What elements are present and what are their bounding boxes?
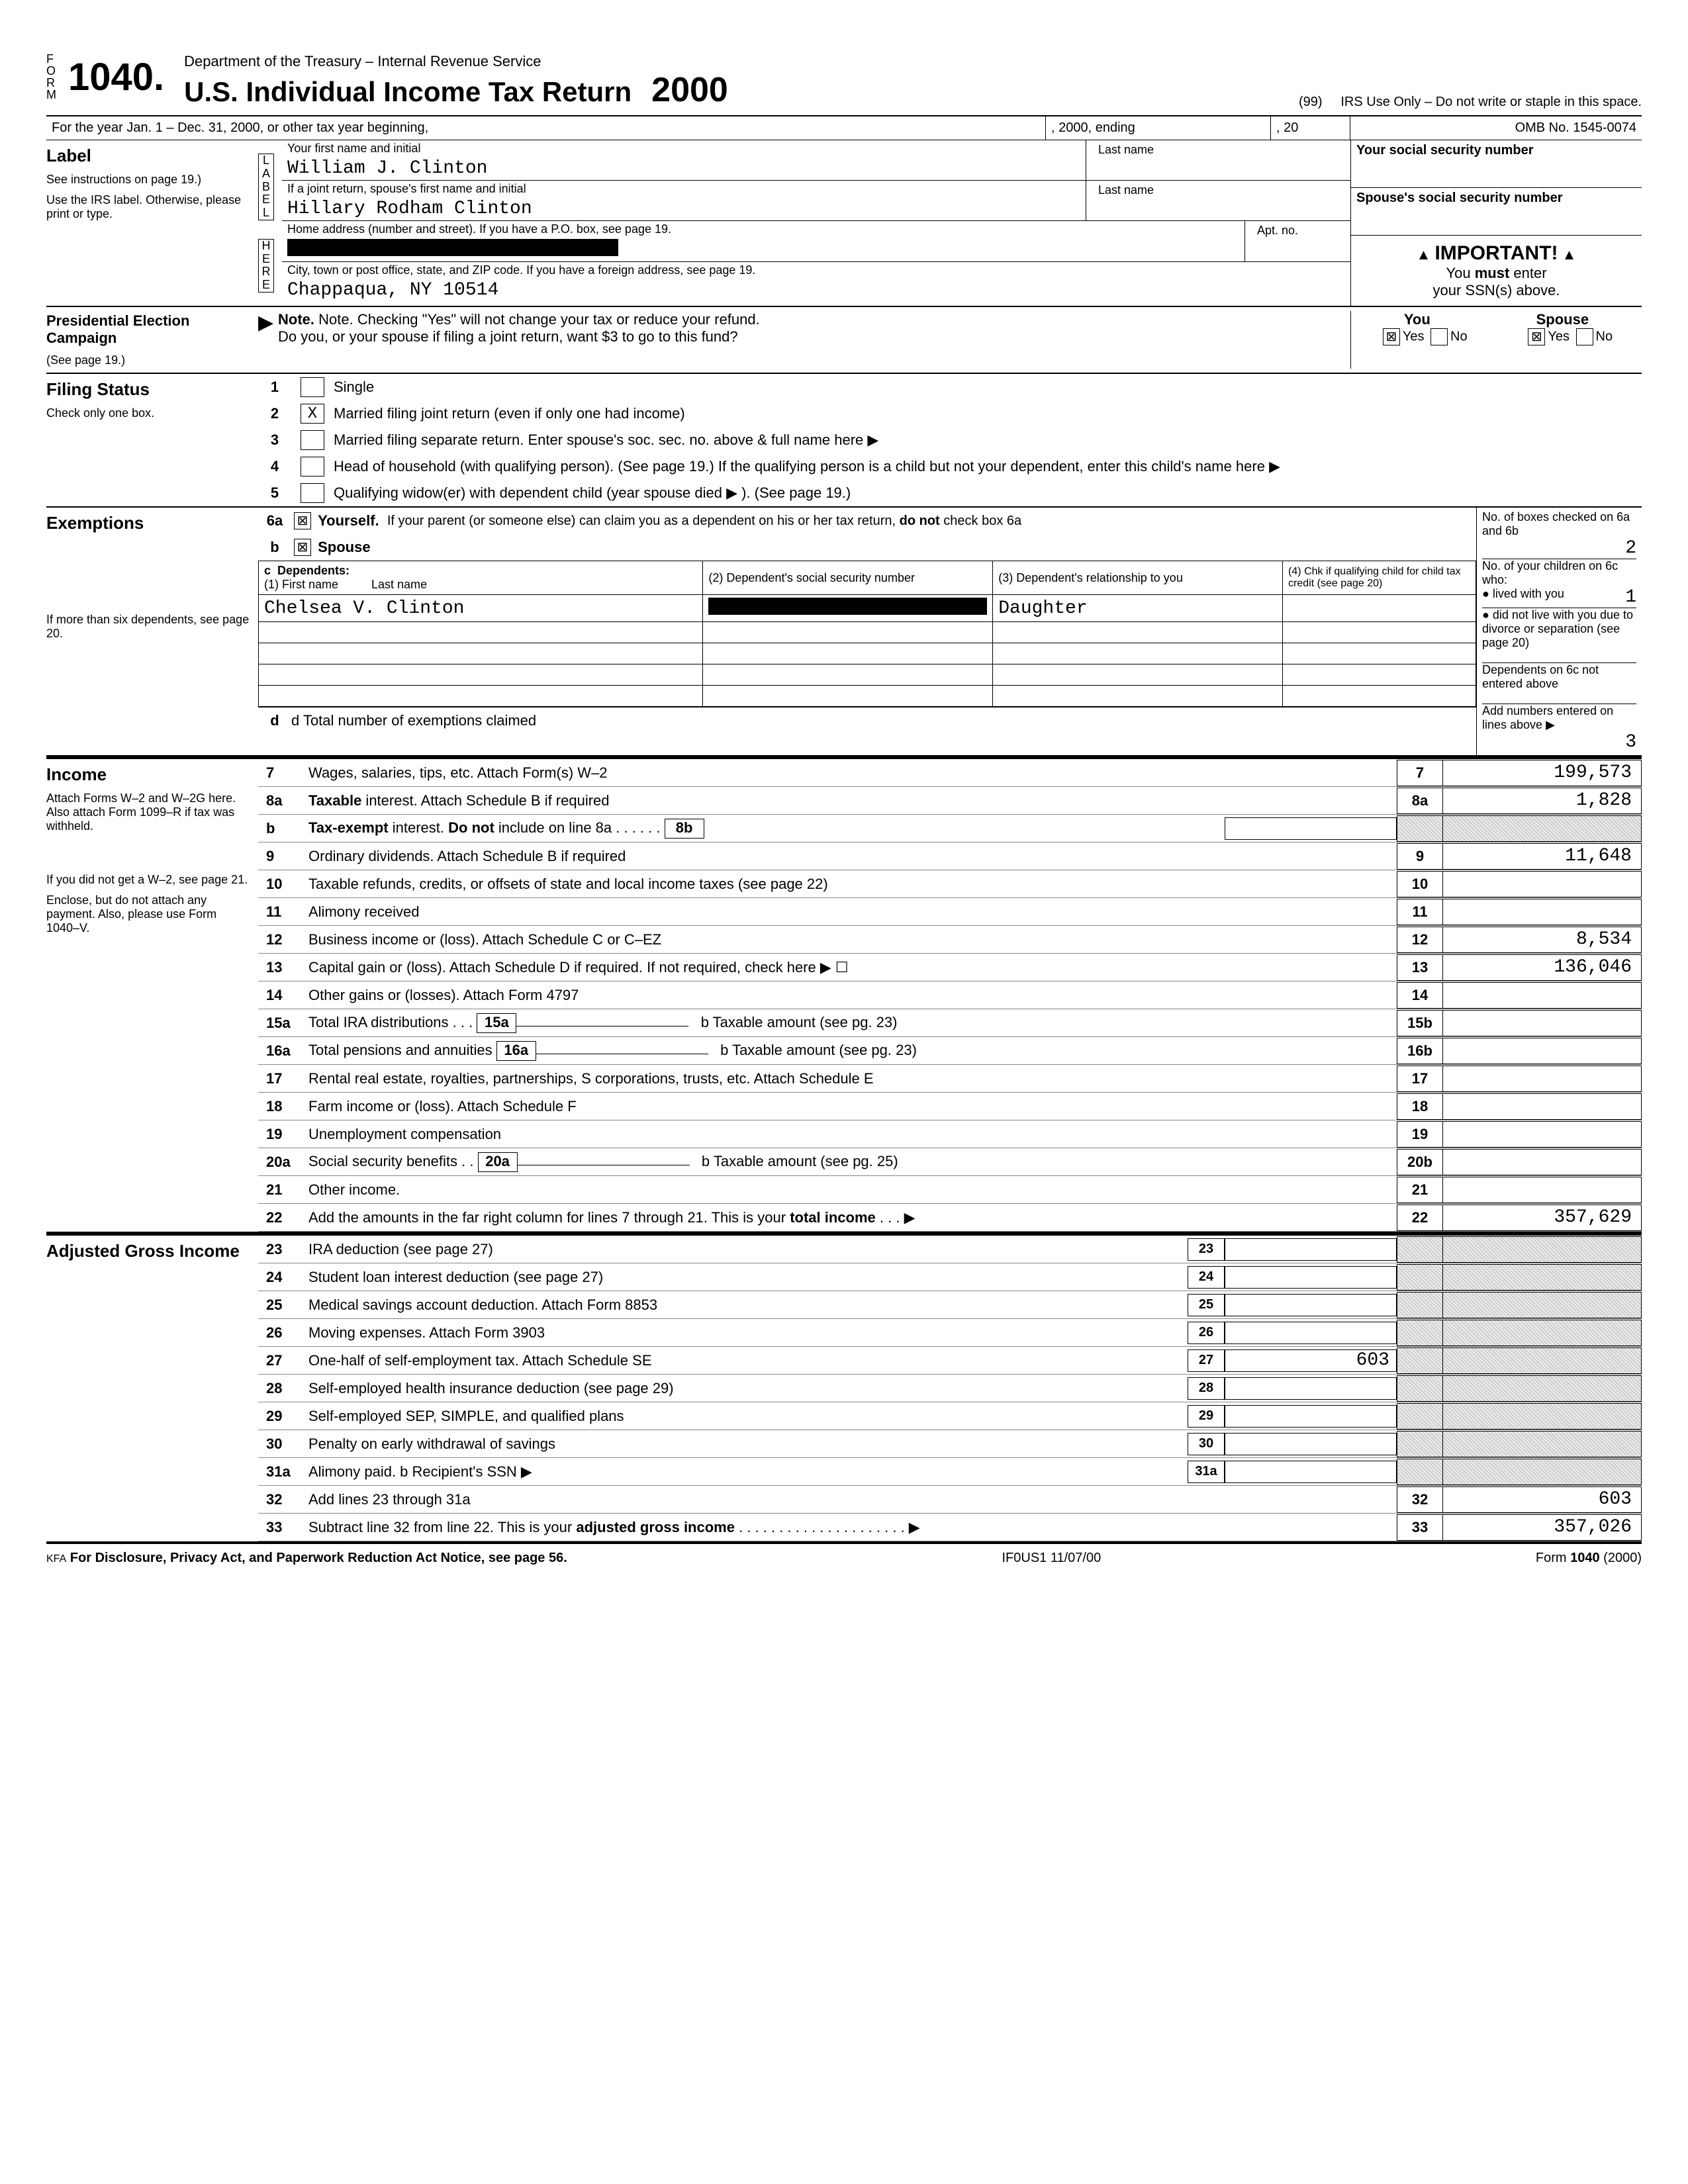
label-vert: LABEL: [258, 154, 274, 220]
city-state-zip: Chappaqua, NY 10514: [282, 279, 1350, 302]
here-vert: HERE: [258, 239, 274, 293]
line-27-amount: 603: [1225, 1349, 1397, 1372]
you-yes-checkbox[interactable]: ⊠: [1383, 328, 1400, 345]
filing-1-checkbox[interactable]: [301, 377, 324, 397]
address-redacted: [287, 239, 618, 256]
dependent-ssn-redacted: [708, 598, 987, 615]
6a-checkbox[interactable]: ⊠: [294, 512, 311, 529]
dept-line: Department of the Treasury – Internal Re…: [184, 53, 1299, 70]
filing-2-checkbox[interactable]: X: [301, 404, 324, 424]
page-footer: KFA For Disclosure, Privacy Act, and Pap…: [46, 1544, 1642, 1566]
form-number: 1040.: [68, 55, 164, 99]
irs-use-only: IRS Use Only – Do not write or staple in…: [1340, 95, 1642, 109]
label-section: Label See instructions on page 19.) Use …: [46, 140, 1642, 307]
line-7-amount: 199,573: [1443, 760, 1642, 786]
spouse-no-checkbox[interactable]: [1576, 328, 1593, 345]
spouse-name: Hillary Rodham Clinton: [282, 197, 1086, 220]
spouse-yes-checkbox[interactable]: ⊠: [1528, 328, 1545, 345]
dependent-relationship: Daughter: [993, 595, 1283, 622]
agi-section: Adjusted Gross Income 23IRA deduction (s…: [46, 1233, 1642, 1544]
form-letters: FORM: [46, 53, 56, 101]
line-22-total-income: 357,629: [1443, 1205, 1642, 1231]
tax-year-bar: For the year Jan. 1 – Dec. 31, 2000, or …: [46, 116, 1642, 140]
line-9-amount: 11,648: [1443, 843, 1642, 870]
exemptions-section: Exemptions If more than six dependents, …: [46, 508, 1642, 756]
tax-year: 2000: [651, 70, 728, 110]
form-title: U.S. Individual Income Tax Return: [184, 76, 632, 108]
filing-3-checkbox[interactable]: [301, 430, 324, 450]
filing-5-checkbox[interactable]: [301, 483, 324, 503]
line-12-amount: 8,534: [1443, 927, 1642, 953]
dependent-name: Chelsea V. Clinton: [259, 595, 703, 622]
code-99: (99): [1299, 95, 1323, 109]
line-33-agi: 357,026: [1443, 1514, 1642, 1541]
exemptions-tallies: No. of boxes checked on 6a and 6b 2 No. …: [1476, 508, 1642, 755]
income-section: Income Attach Forms W–2 and W–2G here. A…: [46, 756, 1642, 1233]
first-name: William J. Clinton: [282, 157, 1086, 180]
dependents-table: c Dependents:(1) First name Last name (2…: [258, 561, 1476, 707]
line-32-amount: 603: [1443, 1486, 1642, 1513]
you-no-checkbox[interactable]: [1430, 328, 1448, 345]
ssn-column: Your social security number Spouse's soc…: [1350, 140, 1642, 306]
filing-4-checkbox[interactable]: [301, 457, 324, 477]
line-13-amount: 136,046: [1443, 954, 1642, 981]
6b-checkbox[interactable]: ⊠: [294, 539, 311, 556]
filing-status-section: Filing Status Check only one box. 1Singl…: [46, 374, 1642, 508]
pec-section: Presidential Election Campaign (See page…: [46, 307, 1642, 374]
form-header: FORM 1040. Department of the Treasury – …: [46, 53, 1642, 116]
total-exemptions: 3: [1482, 732, 1636, 752]
line-8a-amount: 1,828: [1443, 788, 1642, 814]
